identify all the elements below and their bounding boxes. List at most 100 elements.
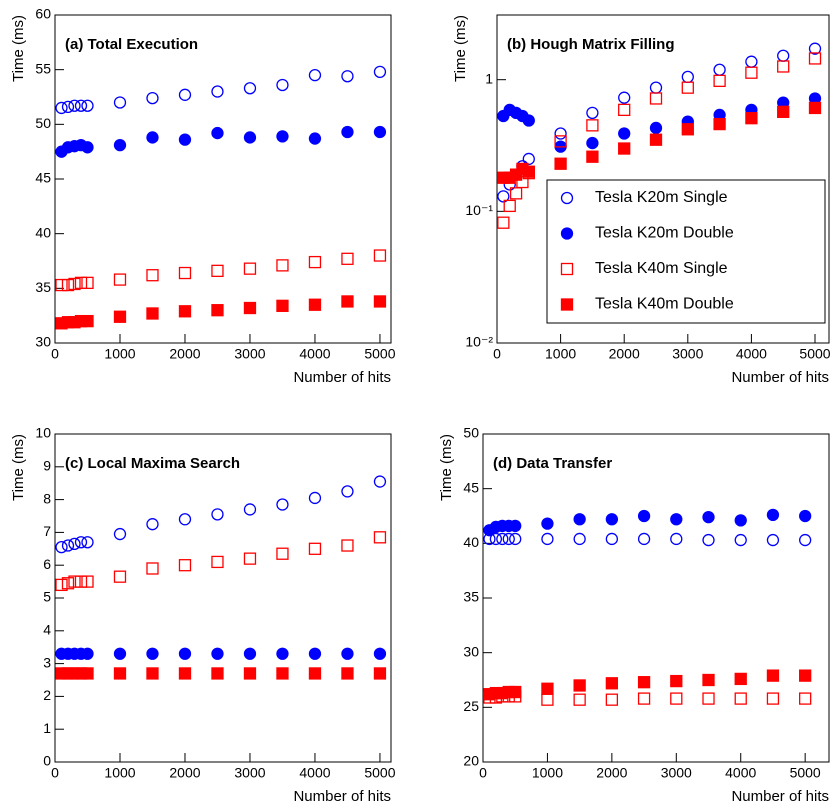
marker bbox=[276, 647, 289, 660]
x-tick-label: 2000 bbox=[596, 765, 627, 781]
marker bbox=[777, 105, 790, 118]
marker bbox=[516, 175, 529, 189]
marker bbox=[74, 99, 88, 112]
marker bbox=[74, 575, 88, 588]
marker bbox=[341, 485, 354, 498]
marker bbox=[341, 539, 354, 552]
y-axis-label: Time (ms) bbox=[10, 434, 27, 501]
marker bbox=[211, 508, 224, 521]
marker bbox=[649, 133, 663, 146]
marker bbox=[81, 536, 94, 549]
marker bbox=[560, 227, 574, 240]
y-tick-label: 4 bbox=[43, 622, 51, 638]
marker bbox=[55, 278, 68, 292]
marker bbox=[734, 514, 747, 527]
legend-label: Tesla K40m Double bbox=[595, 296, 734, 313]
marker bbox=[799, 692, 812, 705]
marker bbox=[522, 152, 535, 166]
panel: 0 1000 2000 3000 4000 5000 0 1 2 3 4 5 6 7 8 9 10 Number … bbox=[10, 425, 396, 804]
marker bbox=[341, 70, 354, 83]
marker bbox=[211, 304, 224, 317]
marker bbox=[243, 503, 257, 516]
x-tick-label: 0 bbox=[493, 346, 501, 362]
marker bbox=[55, 541, 68, 554]
marker bbox=[373, 667, 387, 680]
marker bbox=[618, 103, 631, 117]
marker bbox=[146, 518, 159, 531]
marker bbox=[178, 513, 192, 526]
marker bbox=[113, 310, 127, 323]
chart-title: (d) Data Transfer bbox=[493, 455, 612, 472]
y-tick-label: 30 bbox=[35, 334, 51, 350]
marker bbox=[373, 475, 387, 488]
marker bbox=[113, 138, 127, 152]
marker bbox=[55, 101, 68, 115]
marker bbox=[670, 513, 683, 526]
marker bbox=[308, 542, 322, 555]
marker bbox=[509, 187, 523, 200]
legend-label: Tesla K40m Single bbox=[595, 260, 728, 277]
y-tick-label: 8 bbox=[43, 490, 51, 506]
marker bbox=[560, 298, 574, 311]
marker bbox=[308, 68, 322, 82]
y-tick-label: 1 bbox=[485, 70, 493, 86]
y-tick-label: 9 bbox=[43, 458, 51, 474]
marker bbox=[618, 127, 631, 140]
y-tick-label: 60 bbox=[35, 6, 51, 22]
marker bbox=[308, 491, 322, 505]
marker bbox=[573, 513, 586, 526]
marker bbox=[55, 578, 68, 592]
chart-title: (a) Total Execution bbox=[65, 36, 198, 53]
x-tick-label: 5000 bbox=[799, 346, 830, 362]
marker bbox=[745, 66, 758, 79]
marker bbox=[649, 92, 663, 105]
marker bbox=[573, 532, 586, 546]
marker bbox=[649, 81, 663, 94]
y-tick-label: 35 bbox=[463, 589, 479, 605]
y-axis-label: Time (ms) bbox=[452, 15, 469, 82]
marker bbox=[489, 532, 503, 546]
panel: 0 1000 2000 3000 4000 5000 30 35 40 45 50 55 60 Numbe… bbox=[10, 6, 396, 386]
marker bbox=[496, 532, 509, 546]
y-tick-label: 1 bbox=[43, 720, 51, 736]
x-tick-label: 0 bbox=[51, 346, 59, 362]
marker bbox=[670, 532, 683, 546]
marker bbox=[146, 131, 159, 144]
x-tick-label: 0 bbox=[479, 765, 487, 781]
marker bbox=[68, 99, 81, 112]
x-axis-label: Number of hits bbox=[731, 369, 829, 386]
x-tick-label: 2000 bbox=[609, 346, 640, 362]
chart-title: (c) Local Maxima Search bbox=[65, 455, 240, 472]
y-tick-label: 10⁻² bbox=[465, 334, 493, 350]
marker bbox=[276, 299, 289, 312]
marker bbox=[766, 669, 780, 682]
x-tick-label: 3000 bbox=[661, 765, 692, 781]
marker bbox=[113, 96, 127, 109]
marker bbox=[522, 114, 535, 127]
marker bbox=[541, 682, 554, 695]
marker bbox=[243, 82, 257, 95]
marker bbox=[81, 667, 94, 680]
marker bbox=[670, 674, 683, 688]
marker bbox=[113, 667, 127, 680]
marker bbox=[681, 70, 694, 84]
x-tick-label: 4000 bbox=[725, 765, 756, 781]
panel: 0 1000 2000 3000 4000 5000 10⁻² 10⁻¹ 1 Number of … bbox=[452, 14, 831, 386]
marker bbox=[61, 278, 75, 292]
x-tick-label: 4000 bbox=[299, 765, 330, 781]
y-tick-label: 50 bbox=[35, 115, 51, 131]
marker bbox=[766, 533, 780, 547]
marker bbox=[373, 531, 387, 544]
marker bbox=[61, 100, 75, 113]
marker bbox=[308, 298, 322, 311]
marker bbox=[541, 693, 554, 706]
marker bbox=[509, 532, 522, 546]
marker bbox=[341, 667, 354, 680]
x-axis-label: Number of hits bbox=[293, 369, 391, 386]
marker bbox=[586, 136, 599, 150]
marker bbox=[541, 532, 554, 546]
marker bbox=[146, 562, 159, 575]
marker bbox=[605, 677, 619, 690]
x-tick-label: 1000 bbox=[104, 765, 135, 781]
marker bbox=[734, 672, 747, 686]
